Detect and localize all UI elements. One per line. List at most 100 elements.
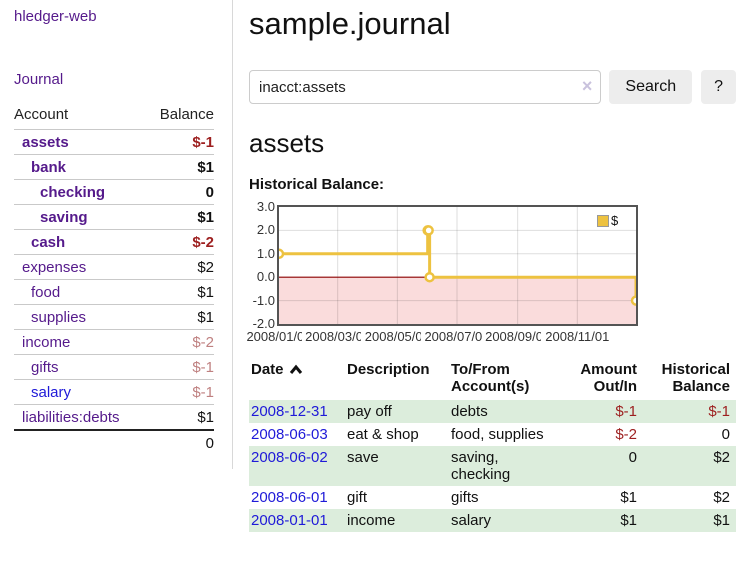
y-axis-label: 0.0 xyxy=(256,269,275,285)
register-header-row: Date Description To/From Account(s) Amount … xyxy=(249,359,736,400)
accounts-col-account: Account xyxy=(14,106,69,123)
search-form: × Search ? xyxy=(249,70,736,104)
transaction-date-link[interactable]: 2008-06-01 xyxy=(251,489,328,506)
transaction-accounts: debts xyxy=(451,403,488,420)
sidebar-account-income[interactable]: income xyxy=(22,334,71,351)
register-row: 2008-12-31 pay off debts $-1 $-1 xyxy=(249,400,736,423)
account-heading: assets xyxy=(249,128,325,158)
register-table: Date Description To/From Account(s) Amount … xyxy=(249,359,736,532)
register-col-header-2: To/From Account(s) xyxy=(451,361,530,395)
account-row: assets $-1 xyxy=(14,129,214,155)
page-title: sample.journal xyxy=(249,6,451,41)
sidebar-account-bank[interactable]: bank xyxy=(31,159,67,176)
sidebar-account-expenses[interactable]: expenses xyxy=(22,259,87,276)
x-axis-label: 2008/09/01 xyxy=(481,329,554,344)
chart-area: $ 3.0 2.0 1.0 0.0 -1.0 -2.0 2008/01/01 2008/03/… xyxy=(243,199,736,349)
transaction-balance: $-1 xyxy=(708,403,730,420)
transaction-description: eat & shop xyxy=(347,426,419,443)
account-balance: $1 xyxy=(197,309,214,326)
transaction-amount: $1 xyxy=(620,512,637,529)
sidebar-account-food[interactable]: food xyxy=(31,284,61,301)
x-axis-label: 2008/03/01 xyxy=(301,329,374,344)
balance-chart xyxy=(277,205,638,326)
search-button[interactable]: Search xyxy=(609,70,693,104)
y-axis-label: 2.0 xyxy=(256,222,275,238)
account-balance: $-2 xyxy=(192,234,214,251)
transaction-balance: $1 xyxy=(713,512,730,529)
register-col-header-0[interactable]: Date xyxy=(249,359,345,400)
register-table-body: 2008-12-31 pay off debts $-1 $-1 2008-06-03 ea… xyxy=(249,400,736,532)
transaction-accounts: salary xyxy=(451,512,492,529)
sidebar-item-journal[interactable]: Journal xyxy=(14,71,64,88)
y-axis-label: -2.0 xyxy=(252,316,275,331)
account-row: expenses $2 xyxy=(14,254,214,280)
transaction-description: pay off xyxy=(347,403,392,420)
account-row: supplies $1 xyxy=(14,304,214,330)
transaction-balance: $2 xyxy=(713,449,730,466)
register-col-header-4: Historical Balance xyxy=(661,361,730,395)
transaction-amount: 0 xyxy=(628,449,637,466)
chart-title: Historical Balance: xyxy=(249,176,385,193)
register-row: 2008-06-02 save saving, checking 0 $2 xyxy=(249,446,736,486)
accounts-header-row: Account Balance xyxy=(14,103,214,130)
register-row: 2008-01-01 income salary $1 $1 xyxy=(249,509,736,532)
register-row: 2008-06-03 eat & shop food, supplies $-2 0 xyxy=(249,423,736,446)
sidebar-account-saving[interactable]: saving xyxy=(40,209,88,226)
account-row: cash $-2 xyxy=(14,229,214,255)
transaction-balance: $2 xyxy=(713,489,730,506)
sidebar-account-gifts[interactable]: gifts xyxy=(31,359,59,376)
data-point-marker xyxy=(424,271,435,283)
sidebar-account-checking[interactable]: checking xyxy=(40,184,106,201)
register-row: 2008-06-01 gift gifts $1 $2 xyxy=(249,486,736,509)
sidebar-account-liabilities-debts[interactable]: liabilities:debts xyxy=(22,409,120,426)
data-point-marker xyxy=(423,225,434,236)
app-title[interactable]: hledger-web xyxy=(14,8,97,25)
sidebar: hledger-web Journal Account Balance asse… xyxy=(0,0,233,469)
help-button[interactable]: ? xyxy=(701,70,736,104)
transaction-date-link[interactable]: 2008-12-31 xyxy=(251,403,328,420)
sidebar-account-cash[interactable]: cash xyxy=(31,234,66,251)
account-balance: $-1 xyxy=(192,359,214,376)
negative-region xyxy=(279,277,636,324)
clear-icon[interactable]: × xyxy=(581,76,593,96)
account-row: gifts $-1 xyxy=(14,354,214,380)
transaction-date-link[interactable]: 2008-06-03 xyxy=(251,426,328,443)
legend-label: $ xyxy=(611,213,619,228)
account-row: saving $1 xyxy=(14,204,214,230)
register-col-header-1: Description xyxy=(347,361,430,378)
x-axis-label: 2008/05/01 xyxy=(361,329,434,344)
x-axis-label: 2008/11/01 xyxy=(541,329,614,344)
transaction-description: income xyxy=(347,512,396,529)
account-balance: $1 xyxy=(197,409,214,426)
search-input[interactable] xyxy=(249,70,602,104)
register-col-header-3: Amount Out/In xyxy=(580,361,637,395)
sidebar-account-assets[interactable]: assets xyxy=(22,134,69,151)
transaction-balance: 0 xyxy=(721,426,730,443)
account-row: liabilities:debts $1 xyxy=(14,404,214,430)
transaction-description: save xyxy=(347,449,379,466)
search-box: × xyxy=(249,70,602,104)
accounts-table-body: assets $-1 bank $1 checking 0 saving $1 cash $-2 e… xyxy=(14,129,214,430)
account-row: checking 0 xyxy=(14,179,214,205)
sort-ascending-icon xyxy=(289,364,302,374)
sidebar-account-salary[interactable]: salary xyxy=(31,384,72,401)
transaction-date-link[interactable]: 2008-01-01 xyxy=(251,512,328,529)
main-content: sample.journal × Search ? assets Histori… xyxy=(233,0,742,548)
accounts-table: Account Balance assets $-1 bank $1 checking 0… xyxy=(14,103,214,455)
transaction-accounts: food, supplies xyxy=(451,426,544,443)
account-balance: $2 xyxy=(197,259,214,276)
account-row: food $1 xyxy=(14,279,214,305)
sidebar-account-supplies[interactable]: supplies xyxy=(31,309,87,326)
transaction-accounts: saving, checking xyxy=(451,449,511,483)
account-balance: $1 xyxy=(197,159,214,176)
chart-border xyxy=(277,205,638,326)
x-axis-label: 2008/07/01 xyxy=(421,329,493,344)
transaction-date-link[interactable]: 2008-06-02 xyxy=(251,449,328,466)
y-axis-label: -1.0 xyxy=(252,292,275,308)
transaction-amount: $1 xyxy=(620,489,637,506)
transaction-description: gift xyxy=(347,489,368,506)
accounts-col-balance: Balance xyxy=(159,106,214,123)
x-axis-label: 2008/01/01 xyxy=(243,329,315,344)
account-row: income $-2 xyxy=(14,329,214,355)
transaction-amount: $-1 xyxy=(615,403,637,420)
